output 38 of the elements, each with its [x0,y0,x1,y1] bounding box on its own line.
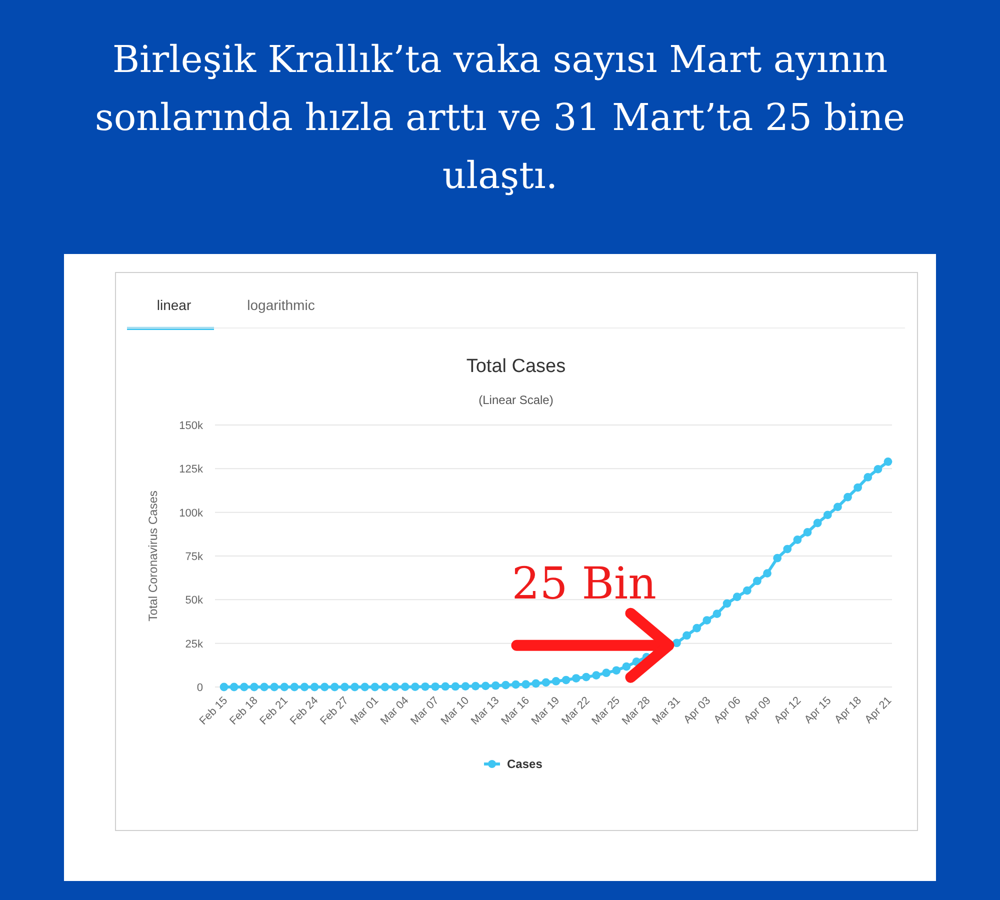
x-tick-label: Feb 27 [318,694,351,728]
y-tick-label: 25k [185,638,204,650]
y-tick-label: 100k [179,507,204,520]
x-tick-label: Mar 25 [590,694,622,728]
y-axis-title: Total Coronavirus Cases [146,490,160,622]
chart-subtitle: Total Cases [466,356,566,377]
x-tick-label: Mar 04 [378,694,412,728]
x-tick-label: Mar 07 [408,694,442,728]
text: linear [156,297,192,313]
x-tick-label: Mar 19 [529,694,562,728]
x-tick-label: Mar 01 [348,694,382,728]
x-tick-label: Apr 06 [712,694,744,726]
y-tick-label: 150k [179,420,204,432]
x-tick-label: Feb 18 [228,694,260,728]
x-tick-label: Apr 09 [742,694,774,726]
legend-label: Cases [507,757,543,771]
x-tick-label: Mar 28 [620,694,653,728]
x-tick-label: Feb 24 [288,694,321,728]
y-tick-label: 50k [185,594,204,607]
x-tick-label: Apr 18 [832,694,864,726]
x-tick-label: Apr 15 [802,694,834,726]
y-tick-label: 0 [196,682,203,694]
x-tick-label: Mar 13 [469,694,502,728]
chart-title: Birleşik Krallık’ta vaka sayısı Mart ayının sonlarında hızla arttı ve 31 Mart’ta 25 bine ulaştı. [94,38,906,197]
x-tick-label: Mar 16 [499,694,532,728]
y-tick-label: 75k [185,551,204,563]
x-tick-label: Feb 15 [197,694,230,728]
text: (Linear Scale) [478,393,554,407]
x-tick-label: Apr 21 [862,694,894,726]
text: logarithmic [247,297,315,313]
x-tick-label: Mar 22 [560,694,592,728]
x-tick-label: Mar 31 [650,694,683,728]
annotation: 25 Bin [512,558,656,610]
x-tick-label: Mar 10 [438,694,472,728]
x-tick-label: Feb 21 [258,694,290,728]
x-tick-label: Apr 12 [772,694,804,726]
x-tick-label: Apr 03 [682,694,714,726]
y-tick-label: 125k [179,464,204,476]
